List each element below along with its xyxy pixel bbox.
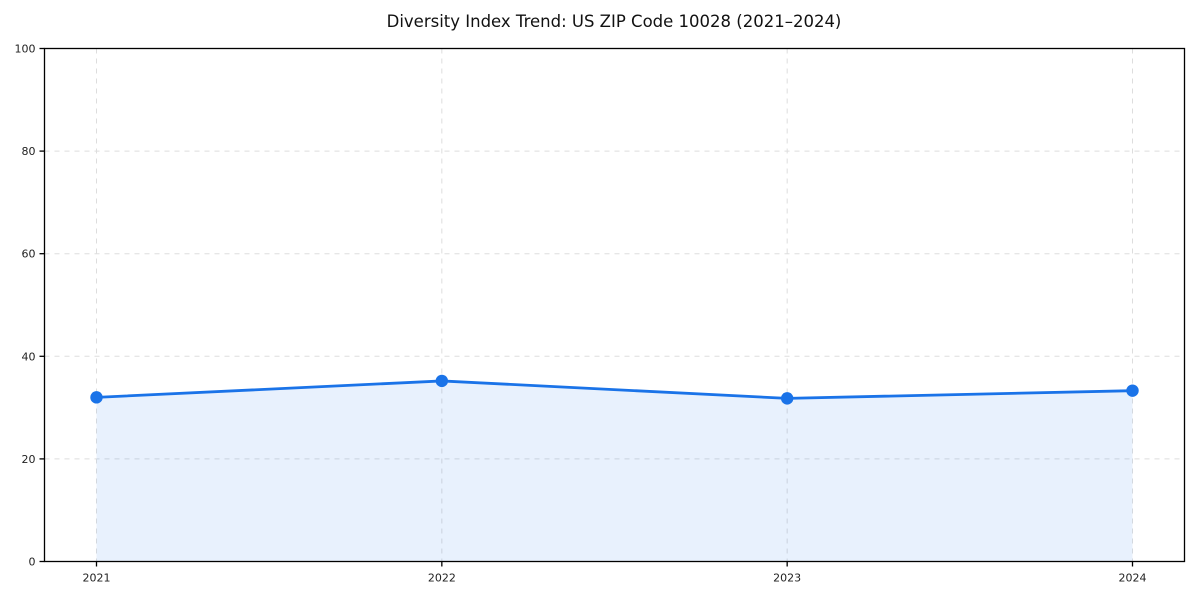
data-point [1126,384,1139,397]
x-tick-label: 2022 [428,572,456,585]
y-tick-label: 0 [29,556,36,569]
y-tick-label: 60 [22,248,36,261]
data-point [90,391,103,404]
trend-line [95,379,1134,400]
area-fill [96,380,1133,562]
data-point [435,374,449,388]
y-tick-label: 100 [15,43,36,56]
data-point [780,392,794,405]
y-tick-label: 80 [22,145,36,158]
x-tick-label: 2021 [83,572,111,585]
y-tick-label: 20 [22,453,36,466]
x-tick-label: 2023 [773,572,801,585]
chart-title: Diversity Index Trend: US ZIP Code 10028… [386,12,842,31]
y-tick-label: 40 [22,350,36,363]
x-tick-label: 2024 [1119,572,1147,585]
plot-border [43,47,1186,563]
